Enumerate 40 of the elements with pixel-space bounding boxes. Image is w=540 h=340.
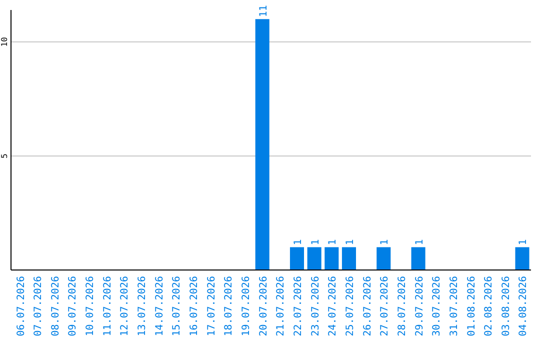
x-tick-label: 19.07.2026 <box>241 276 252 336</box>
x-tick-label: 14.07.2026 <box>154 276 166 336</box>
data-label: 1 <box>292 239 304 246</box>
x-tick-label: 21.07.2026 <box>276 276 287 336</box>
x-tick-label: 31.07.2026 <box>448 276 460 336</box>
data-label: 1 <box>344 239 356 246</box>
data-label: 1 <box>380 239 391 246</box>
x-tick-label: 07.07.2026 <box>33 276 44 336</box>
y-tick-label: 5 <box>0 153 9 158</box>
x-tick-label: 12.07.2026 <box>120 276 131 336</box>
x-tick-label: 27.07.2026 <box>380 276 391 336</box>
x-tick-label: 25.07.2026 <box>344 276 356 336</box>
data-label: 1 <box>310 239 322 246</box>
x-tick-label: 09.07.2026 <box>68 276 79 336</box>
x-tick-label: 15.07.2026 <box>172 276 183 336</box>
x-tick-label: 13.07.2026 <box>137 276 148 336</box>
x-tick-label: 28.07.2026 <box>396 276 408 336</box>
x-tick-label: 10.07.2026 <box>85 276 96 336</box>
data-label: 11 <box>258 5 270 18</box>
x-tick-label: 18.07.2026 <box>224 276 235 336</box>
x-tick-label: 03.08.2026 <box>500 276 512 336</box>
x-tick-label: 08.07.2026 <box>50 276 62 336</box>
x-tick-label: 23.07.2026 <box>310 276 322 336</box>
x-tick-label: 06.07.2026 <box>16 276 27 336</box>
x-tick-label: 26.07.2026 <box>362 276 374 336</box>
x-tick-label: 17.07.2026 <box>206 276 218 336</box>
x-tick-label: 16.07.2026 <box>189 276 200 336</box>
x-tick-label: 24.07.2026 <box>328 276 339 336</box>
data-label: 1 <box>518 239 530 246</box>
x-tick-label: 11.07.2026 <box>102 276 114 336</box>
x-tick-label: 01.08.2026 <box>466 276 478 336</box>
x-tick-label: 30.07.2026 <box>432 276 443 336</box>
x-tick-label: 20.07.2026 <box>258 276 270 336</box>
x-tick-label: 02.08.2026 <box>484 276 495 336</box>
x-tick-label: 04.08.2026 <box>518 276 530 336</box>
data-label: 1 <box>414 239 426 246</box>
y-tick-label: 10 <box>0 36 9 47</box>
x-tick-label: 22.07.2026 <box>292 276 304 336</box>
data-label: 1 <box>328 239 339 246</box>
x-tick-label: 29.07.2026 <box>414 276 426 336</box>
